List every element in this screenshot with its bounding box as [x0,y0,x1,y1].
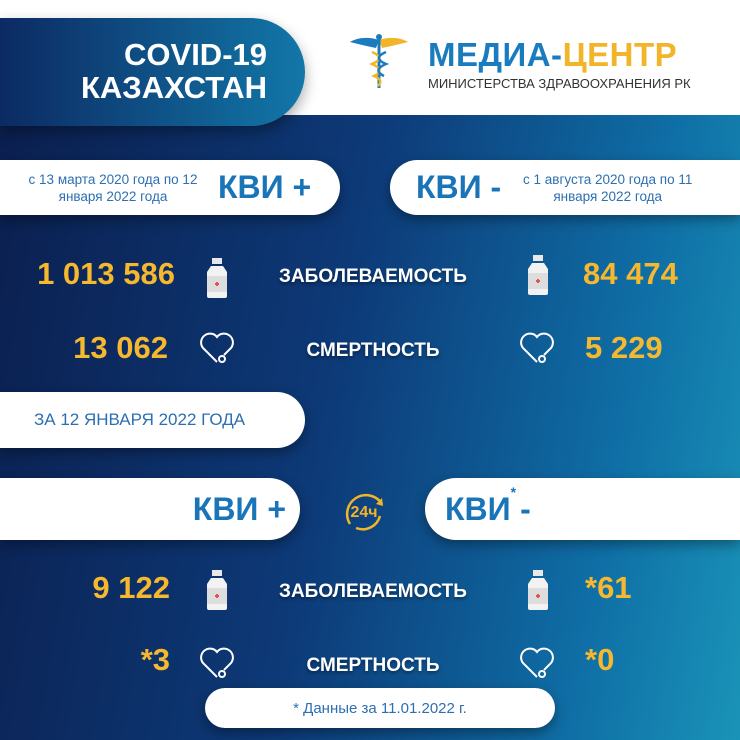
title-line2: КАЗАХСТАН [81,70,267,105]
kvi-plus-label: КВИ + [218,169,312,205]
daily-kvi-plus-label: КВИ + [192,490,286,527]
heart-stethoscope-icon [198,645,236,686]
medicine-bottle-icon [526,570,550,615]
cases-label: ЗАБОЛЕВАЕМОСТЬ [279,266,467,287]
daily-kvi-minus-deaths: *0 [585,642,615,677]
heart-stethoscope-icon [198,330,236,371]
kvi-minus-label: КВИ - [416,169,502,205]
cases-label: ЗАБОЛЕВАЕМОСТЬ [279,581,467,602]
kvi-plus-total-cases: 1 013 586 [37,256,175,291]
kvi-minus-total-cases: 84 474 [583,256,678,291]
period-text: с 1 августа 2020 года по 11 января 2022 … [523,171,693,204]
minus-sign: - [520,490,531,527]
medicine-bottle-icon [205,570,229,615]
heart-stethoscope-icon [518,330,556,371]
kvi-minus-period-pill: КВИ - с 1 августа 2020 года по 11 января… [390,160,740,215]
logo-subtitle: МИНИСТЕРСТВА ЗДРАВООХРАНЕНИЯ РК [428,76,691,91]
heart-stethoscope-icon [518,645,556,686]
deaths-label: СМЕРТНОСТЬ [306,340,440,361]
kvi-plus-total-deaths: 13 062 [73,330,168,365]
medicine-bottle-icon [205,258,229,303]
footnote-text: * Данные за 11.01.2022 г. [293,699,467,717]
date-pill: ЗА 12 ЯНВАРЯ 2022 ГОДА [0,392,305,448]
kvi-minus-total-deaths: 5 229 [585,330,663,365]
medicine-bottle-icon [526,255,550,300]
asterisk: * [510,484,517,500]
logo-title: МЕДИА-ЦЕНТР [428,36,678,73]
daily-kvi-plus-deaths: *3 [140,642,170,677]
caduceus-logo-icon [350,34,408,88]
daily-kvi-minus-label: КВИ [445,490,511,527]
title-banner: COVID-19 КАЗАХСТАН [0,18,305,126]
kvi-plus-period-pill: с 13 марта 2020 года по 12 января 2022 г… [0,160,340,215]
daily-kvi-minus-cases: *61 [585,570,632,605]
24-hours-icon: 24ч [345,493,384,531]
deaths-label: СМЕРТНОСТЬ [306,655,440,676]
footnote-pill: * Данные за 11.01.2022 г. [205,688,555,728]
daily-kvi-plus-pill: КВИ + [0,478,300,540]
daily-date: ЗА 12 ЯНВАРЯ 2022 ГОДА [34,410,246,429]
daily-kvi-plus-cases: 9 122 [92,570,170,605]
period-text: с 13 марта 2020 года по 12 января 2022 г… [28,171,198,204]
daily-kvi-minus-pill: КВИ * - [425,478,740,540]
title-line1: COVID-19 [124,37,267,72]
24h-text: 24ч [350,504,377,521]
